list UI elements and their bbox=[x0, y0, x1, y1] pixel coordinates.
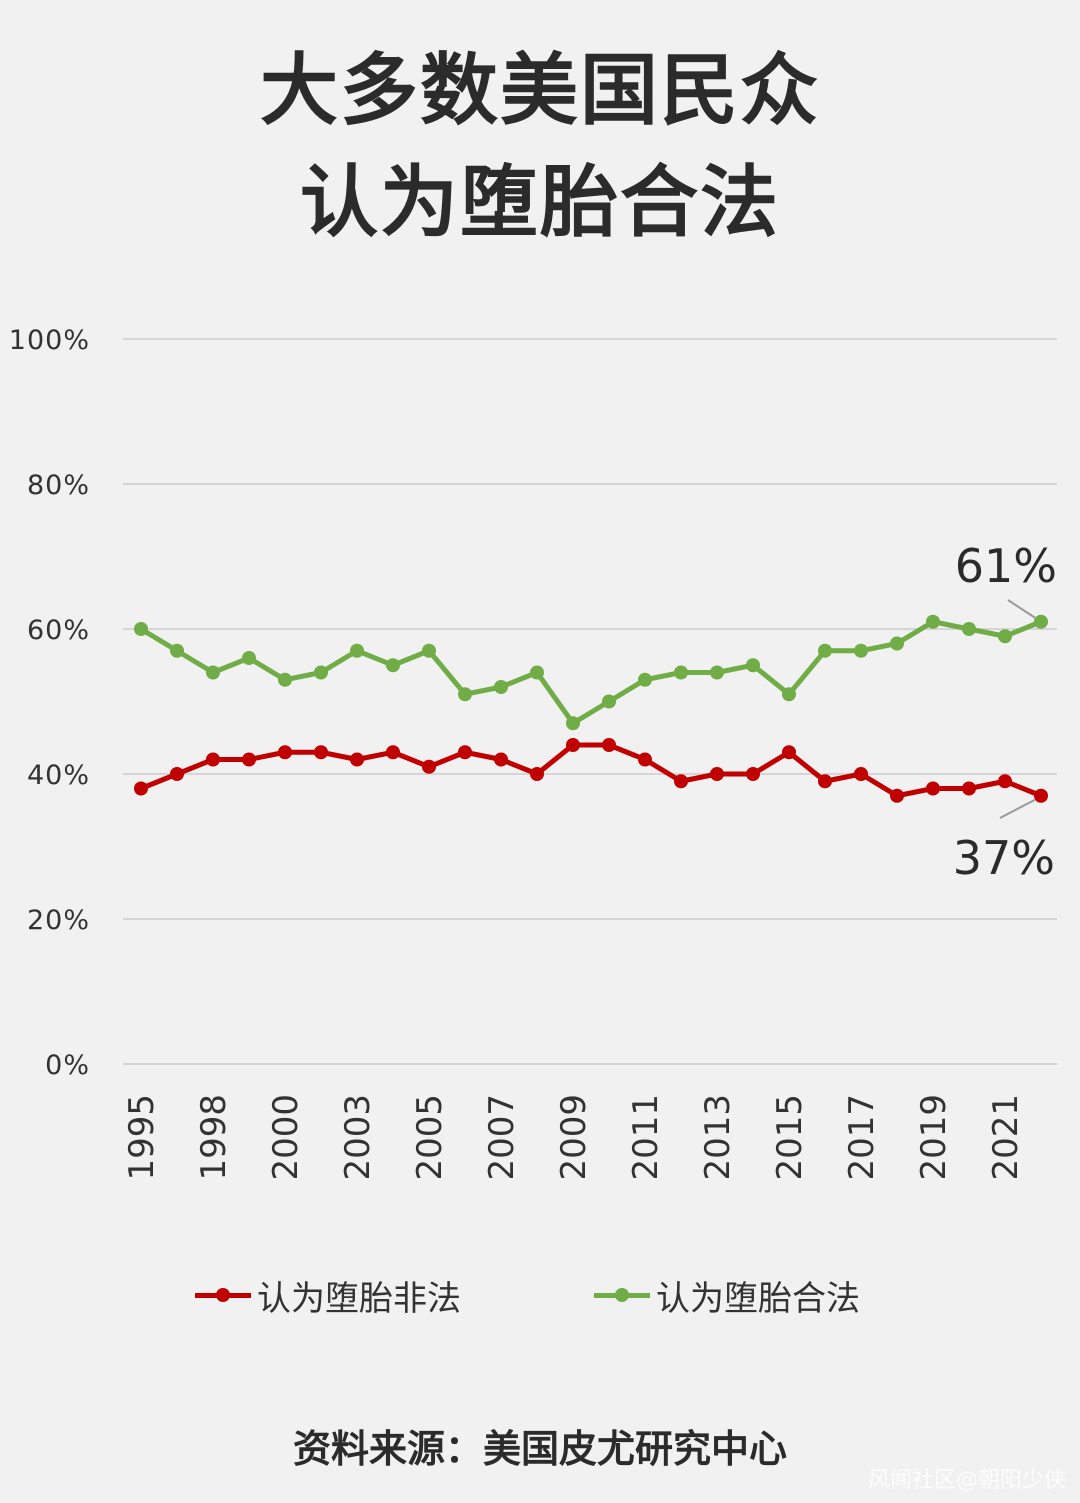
data-point bbox=[458, 745, 472, 760]
x-tick-label: 2015 bbox=[770, 1094, 810, 1181]
y-tick-label: 100% bbox=[9, 325, 90, 356]
data-point bbox=[458, 687, 472, 702]
data-point bbox=[566, 716, 580, 731]
x-tick-label: 2013 bbox=[698, 1094, 738, 1181]
chart-title-line1: 大多数美国民众 bbox=[259, 45, 820, 136]
data-point bbox=[926, 781, 940, 796]
data-point bbox=[710, 665, 724, 680]
x-tick-label: 2019 bbox=[914, 1094, 954, 1181]
data-point bbox=[134, 781, 148, 796]
data-point bbox=[602, 694, 616, 709]
line-chart: 0% 20% 40% 60% 80% 100% 1995 1998 2000 2003 2005 20… bbox=[9, 325, 1057, 1181]
data-point bbox=[890, 636, 904, 651]
data-point bbox=[566, 738, 580, 752]
data-point bbox=[746, 658, 760, 673]
leader-line bbox=[1007, 599, 1036, 619]
legend-label-illegal: 认为堕胎非法 bbox=[257, 1278, 461, 1319]
y-tick-label: 60% bbox=[27, 615, 90, 646]
data-point bbox=[530, 767, 544, 781]
series-line-0 bbox=[140, 742, 1042, 799]
data-point bbox=[134, 622, 148, 636]
data-point bbox=[350, 752, 364, 767]
data-point bbox=[746, 767, 760, 781]
data-point bbox=[170, 767, 184, 781]
data-point bbox=[890, 788, 904, 803]
legend-item-illegal: 认为堕胎非法 bbox=[195, 1272, 461, 1319]
y-tick-label: 40% bbox=[27, 760, 90, 791]
data-point bbox=[818, 774, 832, 789]
data-point bbox=[782, 687, 796, 702]
y-tick-label: 20% bbox=[27, 905, 90, 936]
y-tick-label: 80% bbox=[27, 470, 90, 501]
legend-item-legal: 认为堕胎合法 bbox=[594, 1272, 860, 1319]
data-point bbox=[350, 643, 364, 658]
data-point bbox=[206, 752, 220, 767]
data-point bbox=[314, 745, 328, 760]
y-tick-label: 0% bbox=[45, 1050, 90, 1081]
x-tick-label: 1995 bbox=[122, 1094, 162, 1181]
legend-label-legal: 认为堕胎合法 bbox=[656, 1278, 860, 1319]
data-point bbox=[494, 680, 508, 694]
data-point bbox=[1034, 788, 1048, 803]
source-note: 资料来源：美国皮尤研究中心 bbox=[292, 1426, 787, 1471]
x-tick-label: 2017 bbox=[842, 1094, 882, 1181]
data-point bbox=[854, 767, 868, 781]
legend-swatch-illegal bbox=[195, 1272, 251, 1318]
data-point bbox=[242, 752, 256, 767]
x-tick-label: 2007 bbox=[482, 1094, 522, 1181]
data-point bbox=[422, 759, 436, 774]
data-point bbox=[818, 643, 832, 658]
watermark: 风闻社区@朝阳少侠 bbox=[867, 1468, 1066, 1493]
series-line-1 bbox=[139, 619, 1042, 726]
data-point bbox=[638, 752, 652, 767]
data-point bbox=[998, 774, 1012, 789]
data-point bbox=[170, 643, 184, 658]
data-point bbox=[962, 781, 976, 796]
chart-title-line2: 认为堕胎合法 bbox=[299, 157, 780, 248]
x-tick-label: 2000 bbox=[266, 1094, 306, 1181]
x-tick-label: 2021 bbox=[986, 1094, 1026, 1181]
x-tick-label: 2009 bbox=[554, 1094, 594, 1181]
data-point bbox=[242, 651, 256, 665]
data-point bbox=[638, 672, 652, 687]
data-point bbox=[962, 622, 976, 636]
x-tick-label: 2011 bbox=[626, 1094, 666, 1181]
leader-line bbox=[999, 798, 1036, 819]
data-point bbox=[674, 665, 688, 680]
data-point bbox=[278, 672, 292, 687]
data-point bbox=[710, 767, 724, 781]
data-point bbox=[386, 745, 400, 760]
data-point bbox=[998, 629, 1012, 644]
data-point bbox=[494, 752, 508, 767]
data-point bbox=[854, 643, 868, 658]
data-point bbox=[602, 738, 616, 752]
data-point bbox=[314, 665, 328, 680]
data-point bbox=[530, 665, 544, 680]
x-tick-label: 2005 bbox=[410, 1094, 450, 1181]
data-point bbox=[926, 614, 940, 629]
data-point bbox=[1034, 614, 1048, 629]
end-label-legal: 61% bbox=[955, 539, 1057, 593]
data-point bbox=[278, 745, 292, 760]
data-point bbox=[206, 665, 220, 680]
x-tick-label: 1998 bbox=[194, 1094, 234, 1181]
data-point bbox=[386, 658, 400, 673]
data-point bbox=[422, 643, 436, 658]
x-tick-label: 2003 bbox=[338, 1094, 378, 1181]
data-point bbox=[674, 774, 688, 789]
legend-swatch-legal bbox=[594, 1272, 650, 1318]
end-label-illegal: 37% bbox=[953, 831, 1055, 885]
data-point bbox=[782, 745, 796, 760]
